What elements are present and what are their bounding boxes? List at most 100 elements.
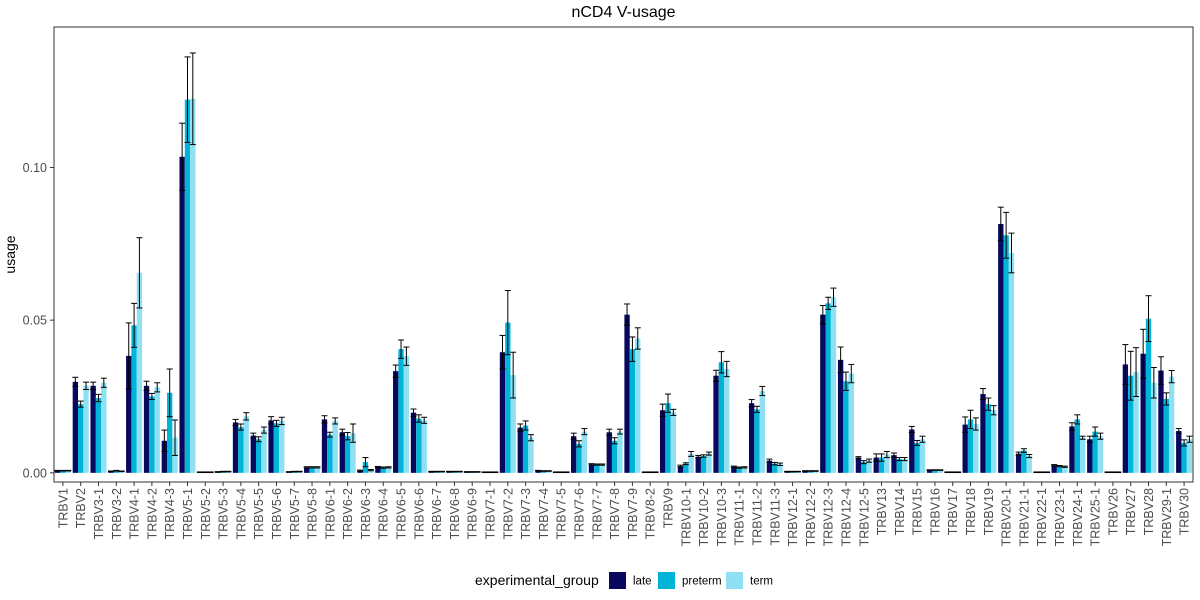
bar-late-TRBV16 xyxy=(926,470,933,473)
error-bar-late-TRBV4-3 xyxy=(161,429,168,452)
error-bar-term-TRBV7-6 xyxy=(581,428,588,436)
error-bar-late-TRBV9 xyxy=(659,403,666,417)
bar-term-TRBV18 xyxy=(973,423,979,473)
x-tick-label: TRBV12-4 xyxy=(839,488,853,546)
x-tick-label: TRBV7-7 xyxy=(590,488,604,539)
bar-preterm-TRBV3-2 xyxy=(113,470,119,473)
error-bar-preterm-TRBV5-4 xyxy=(237,423,244,431)
error-bar-preterm-TRBV25-1 xyxy=(1092,426,1099,437)
bar-late-TRBV4-1 xyxy=(126,355,132,473)
x-tick-label: TRBV6-7 xyxy=(430,488,444,539)
x-tick-label: TRBV5-4 xyxy=(234,488,248,539)
bar-late-TRBV14 xyxy=(891,455,897,473)
error-bar-late-TRBV6-1 xyxy=(321,415,328,424)
bar-term-TRBV23-1 xyxy=(1062,466,1068,473)
bar-term-TRBV3-1 xyxy=(101,382,107,473)
bar-preterm-TRBV1 xyxy=(60,470,66,473)
error-bar-term-TRBV23-1 xyxy=(1061,465,1068,468)
error-bar-term-TRBV3-1 xyxy=(100,377,107,388)
error-bar-term-TRBV10-3 xyxy=(723,360,730,378)
error-bar-preterm-TRBV11-1 xyxy=(736,466,743,469)
bar-term-TRBV11-2 xyxy=(759,391,765,473)
x-tick-label: TRBV21-1 xyxy=(1017,488,1031,546)
legend-swatch xyxy=(658,572,675,589)
x-tick-label: TRBV7-4 xyxy=(537,488,551,539)
bar-preterm-TRBV4-1 xyxy=(131,325,137,473)
x-tick-label: TRBV26 xyxy=(1106,488,1120,535)
error-bar-late-TRBV7-9 xyxy=(624,303,631,326)
x-tick-label: TRBV29-1 xyxy=(1160,488,1174,546)
bar-preterm-TRBV2 xyxy=(78,404,84,473)
error-bar-preterm-TRBV5-7 xyxy=(291,470,298,473)
error-bar-late-TRBV6-4 xyxy=(374,465,381,469)
legend-label: term xyxy=(750,576,773,588)
bar-term-TRBV7-9 xyxy=(635,338,641,473)
bar-preterm-TRBV9 xyxy=(665,403,671,473)
error-bar-preterm-TRBV1 xyxy=(59,469,66,472)
x-tick-label: TRBV6-6 xyxy=(412,488,426,539)
x-tick-label: TRBV5-7 xyxy=(288,488,302,539)
error-bar-late-TRBV18 xyxy=(962,416,969,433)
error-bar-late-TRBV7-5 xyxy=(552,471,559,474)
bar-late-TRBV15 xyxy=(909,429,915,473)
error-bar-term-TRBV4-1 xyxy=(136,237,143,309)
y-tick-label: 0.05 xyxy=(23,314,47,328)
legend-swatch xyxy=(726,572,743,589)
bar-preterm-TRBV24-1 xyxy=(1074,419,1080,473)
bar-preterm-TRBV7-8 xyxy=(611,440,618,473)
bar-preterm-TRBV5-5 xyxy=(255,439,262,473)
x-tick-label: TRBV6-4 xyxy=(377,488,391,539)
error-bar-late-TRBV6-7 xyxy=(428,470,435,473)
bar-late-TRBV5-6 xyxy=(268,420,274,473)
error-bar-late-TRBV12-5 xyxy=(855,456,862,459)
x-tick-label: TRBV7-9 xyxy=(626,488,640,539)
error-bar-late-TRBV7-1 xyxy=(481,471,488,474)
error-bar-preterm-TRBV13 xyxy=(878,453,885,462)
bar-preterm-TRBV12-3 xyxy=(825,303,831,473)
bar-late-TRBV12-2 xyxy=(802,471,808,473)
bar-late-TRBV5-1 xyxy=(179,156,185,473)
error-bar-late-TRBV29-1 xyxy=(1157,356,1164,385)
legend-label: late xyxy=(633,576,652,588)
bar-late-TRBV9 xyxy=(659,410,666,473)
error-bar-late-TRBV11-1 xyxy=(730,465,737,468)
y-axis-title: usage xyxy=(2,235,18,273)
legend-item-term: term xyxy=(726,572,773,589)
error-bar-term-TRBV6-9 xyxy=(474,471,481,473)
x-tick-label: TRBV3-2 xyxy=(110,488,124,539)
bar-term-TRBV4-2 xyxy=(154,387,160,473)
error-bar-term-TRBV7-8 xyxy=(616,428,623,435)
bar-term-TRBV5-4 xyxy=(243,416,249,473)
bar-preterm-TRBV20-1 xyxy=(1003,235,1009,473)
error-bar-preterm-TRBV6-4 xyxy=(380,466,387,469)
bar-term-TRBV7-8 xyxy=(617,431,623,473)
error-bar-preterm-TRBV10-2 xyxy=(700,454,707,458)
x-tick-label: TRBV13 xyxy=(875,488,889,535)
bar-late-TRBV1 xyxy=(54,470,61,473)
legend: experimental_group late preterm term xyxy=(475,572,773,589)
error-bar-term-TRBV7-4 xyxy=(545,470,552,472)
error-bar-late-TRBV19 xyxy=(979,388,986,401)
error-bar-preterm-TRBV12-2 xyxy=(807,470,814,472)
error-bar-late-TRBV30 xyxy=(1175,428,1182,434)
bar-preterm-TRBV6-6 xyxy=(416,418,422,473)
legend-item-preterm: preterm xyxy=(658,572,722,589)
error-bar-preterm-TRBV6-3 xyxy=(362,457,369,468)
error-bar-term-TRBV6-6 xyxy=(421,416,428,424)
bar-term-TRBV5-8 xyxy=(314,467,321,473)
bar-preterm-TRBV19 xyxy=(985,404,992,473)
error-bar-term-TRBV5-3 xyxy=(225,470,232,473)
error-bar-preterm-TRBV30 xyxy=(1181,439,1188,447)
error-bar-preterm-TRBV5-1 xyxy=(184,56,191,143)
bar-preterm-TRBV4-2 xyxy=(149,396,155,473)
error-bar-late-TRBV2 xyxy=(72,376,79,387)
bar-late-TRBV7-2 xyxy=(499,352,506,473)
x-tick-label: TRBV4-1 xyxy=(128,488,142,539)
bar-late-TRBV29-1 xyxy=(1158,370,1164,473)
error-bar-late-TRBV12-1 xyxy=(784,470,791,473)
x-tick-label: TRBV4-2 xyxy=(145,488,159,539)
bar-preterm-TRBV6-2 xyxy=(344,436,351,473)
bar-preterm-TRBV6-5 xyxy=(398,349,404,473)
error-bar-late-TRBV10-1 xyxy=(677,464,684,468)
